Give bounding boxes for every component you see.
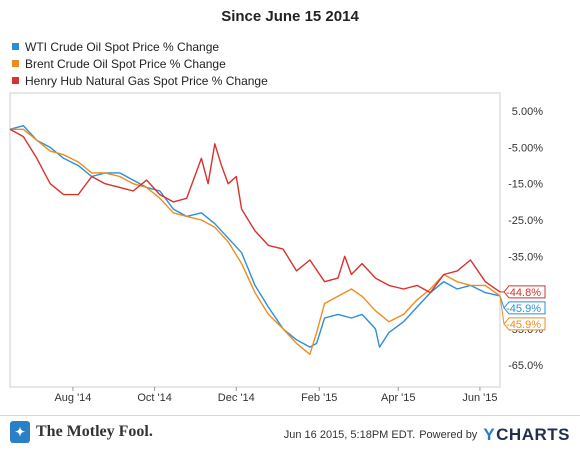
end-label-wti: -45.9% [506,303,541,315]
x-tick-label: Jun '15 [462,392,497,404]
end-label-henry-hub: -44.8% [506,287,541,299]
x-tick-label: Aug '14 [54,392,91,404]
x-tick-label: Feb '15 [301,392,337,404]
legend: WTI Crude Oil Spot Price % Change Brent … [12,38,268,89]
motley-fool-branding: ✦ The Motley Fool. [10,421,153,443]
end-label-brent: -45.9% [506,319,541,331]
end-label-box-brent [503,317,546,331]
y-tick-label: -5.00% [508,142,543,154]
series-line-wti [9,124,501,348]
legend-item-henry-hub: Henry Hub Natural Gas Spot Price % Chang… [12,72,268,89]
ycharts-logo: Y CHARTS [483,425,570,445]
end-label-box-henry-hub [503,285,546,299]
footer-credits: Jun 16 2015, 5:18PM EDT. Powered by Y CH… [284,425,570,445]
end-label-box-wti [503,301,546,315]
chart-title: Since June 15 2014 [221,8,359,25]
y-tick-label: -15.0% [508,179,543,191]
plot-frame [9,92,501,388]
ycharts-mark-icon: Y [483,425,496,444]
x-tick-label: Oct '14 [137,392,172,404]
legend-label-brent: Brent Crude Oil Spot Price % Change [25,56,226,71]
y-tick-label: -35.0% [508,251,543,263]
legend-swatch-brent [12,60,19,67]
powered-by-label: Powered by [419,429,478,441]
legend-label-wti: WTI Crude Oil Spot Price % Change [25,39,220,54]
x-tick-label: Apr '15 [381,392,416,404]
y-tick-label: -25.0% [508,215,543,227]
y-tick-label: 5.00% [512,106,543,118]
legend-item-brent: Brent Crude Oil Spot Price % Change [12,55,268,72]
jester-cap-icon: ✦ [10,421,30,443]
legend-swatch-henry-hub [12,77,19,84]
legend-item-wti: WTI Crude Oil Spot Price % Change [12,38,268,55]
footer-divider [0,415,580,416]
legend-swatch-wti [12,43,19,50]
y-tick-label: -65.0% [508,360,543,372]
end-label-leader-brent [499,295,505,324]
series-line-henry-hub [9,128,501,294]
ycharts-wordmark: CHARTS [496,425,570,444]
publisher-name: The Motley Fool. [36,423,153,440]
series-line-brent [10,128,501,355]
legend-label-henry-hub: Henry Hub Natural Gas Spot Price % Chang… [25,73,268,88]
timestamp: Jun 16 2015, 5:18PM EDT. [283,429,416,441]
x-tick-label: Dec '14 [218,392,255,404]
